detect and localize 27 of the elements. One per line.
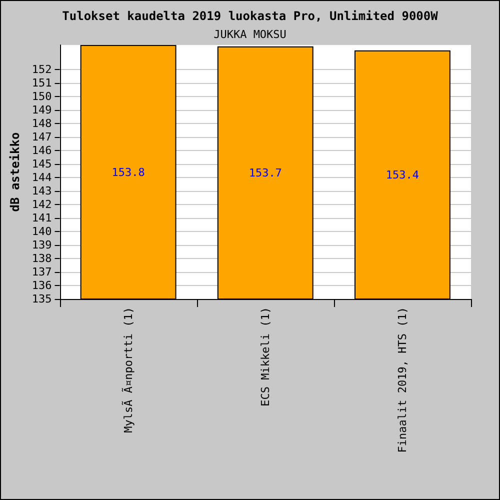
x-tick-label: ECS Mikkeli (1) bbox=[258, 307, 272, 406]
data-label: 153.7 bbox=[248, 166, 282, 180]
chart-title: Tulokset kaudelta 2019 luokasta Pro, Unlimited 9000W bbox=[62, 9, 439, 23]
data-label: 153.8 bbox=[112, 166, 145, 179]
y-tick-label: 144 bbox=[32, 170, 52, 184]
y-tick-label: 148 bbox=[32, 116, 52, 130]
y-tick-label: 140 bbox=[32, 224, 52, 238]
y-tick-label: 139 bbox=[32, 238, 52, 252]
y-tick-label: 150 bbox=[32, 90, 52, 103]
x-tick-label: MylsÃ Ã¤nportti (1) bbox=[120, 307, 135, 433]
y-tick-label: 143 bbox=[32, 184, 52, 198]
y-axis-title: dB asteikko bbox=[8, 132, 22, 212]
y-tick-label: 152 bbox=[32, 62, 52, 76]
y-tick-label: 141 bbox=[32, 211, 52, 224]
y-tick-label: 146 bbox=[32, 144, 52, 157]
y-tick-label: 151 bbox=[32, 76, 52, 90]
y-tick-label: 135 bbox=[32, 292, 52, 306]
y-tick-label: 149 bbox=[32, 103, 52, 116]
y-tick-label: 147 bbox=[32, 130, 52, 144]
y-tick-label: 136 bbox=[32, 278, 52, 292]
y-tick-label: 138 bbox=[32, 252, 52, 265]
y-tick-label: 145 bbox=[32, 157, 52, 170]
x-tick-label: Finaalit 2019, HTS (1) bbox=[396, 307, 409, 453]
data-label: 153.4 bbox=[386, 168, 420, 182]
y-tick-label: 137 bbox=[32, 265, 52, 278]
y-tick-label: 142 bbox=[32, 198, 52, 211]
chart-subtitle: JUKKA MOKSU bbox=[214, 28, 286, 41]
